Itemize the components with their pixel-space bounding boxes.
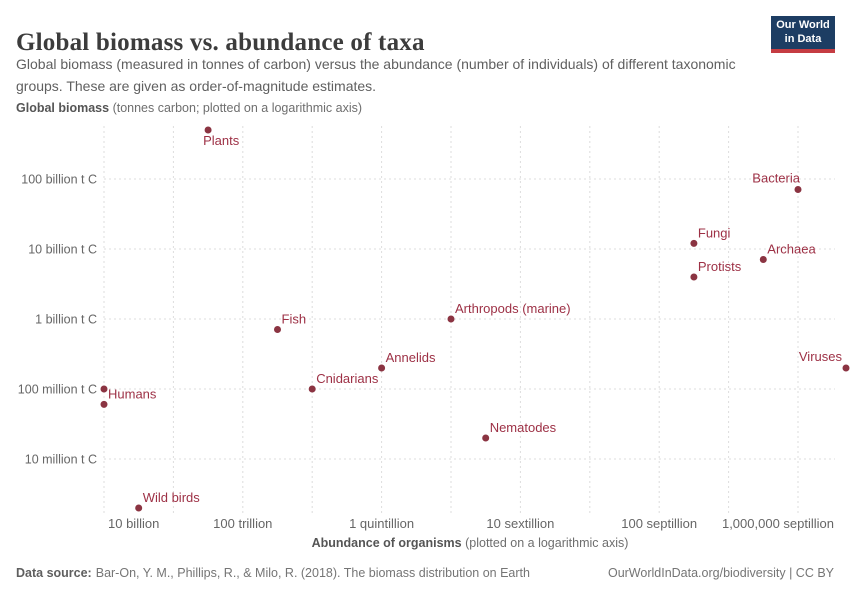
x-tick-label: 10 sextillion <box>486 516 554 531</box>
data-point-label: Fish <box>282 312 307 327</box>
data-point-label: Fungi <box>698 225 731 240</box>
y-axis-tick-labels: 100 billion t C 10 billion t C 1 billion t… <box>18 173 97 467</box>
x-tick-label: 1 quintillion <box>349 516 414 531</box>
x-tick-label: 100 septillion <box>621 516 697 531</box>
data-source-text: Bar-On, Y. M., Phillips, R., & Milo, R. … <box>95 566 530 580</box>
x-tick-label: 1,000,000 septillion <box>722 516 834 531</box>
data-point-annelids[interactable] <box>378 364 386 372</box>
data-point-bacteria[interactable] <box>794 186 802 193</box>
data-source: Data source: Bar-On, Y. M., Phillips, R.,… <box>16 566 530 580</box>
y-tick-label: 100 million t C <box>18 383 97 397</box>
data-point-unlabeled[interactable] <box>100 385 108 393</box>
scatter-plot: 100 billion t C 10 billion t C 1 billion t… <box>18 126 850 550</box>
data-point-label: Plants <box>203 133 240 148</box>
data-point-label: Viruses <box>799 349 843 364</box>
x-axis-title-rest: (plotted on a logarithmic axis) <box>462 536 629 550</box>
data-point-label: Arthropods (marine) <box>455 301 571 316</box>
data-point-wild-birds[interactable] <box>135 504 143 512</box>
data-point-label: Humans <box>108 386 157 401</box>
x-axis-title-bold: Abundance of organisms <box>312 536 462 550</box>
data-point-archaea[interactable] <box>759 256 767 263</box>
y-axis-title: Global biomass (tonnes carbon; plotted o… <box>16 101 362 115</box>
y-tick-label: 100 billion t C <box>21 173 97 187</box>
chart-footer: Data source: Bar-On, Y. M., Phillips, R.,… <box>16 566 834 580</box>
data-point-cnidarians[interactable] <box>308 385 316 393</box>
chart-subtitle: Global biomass (measured in tonnes of ca… <box>16 56 736 94</box>
data-point-label: Protists <box>698 259 742 274</box>
gridlines <box>103 126 835 515</box>
footer-separator: | <box>785 566 796 580</box>
data-point-arthropods-marine[interactable] <box>447 315 455 323</box>
owid-link[interactable]: OurWorldInData.org/biodiversity <box>607 566 786 580</box>
data-point-fungi[interactable] <box>690 239 698 247</box>
page-title: Global biomass vs. abundance of taxa <box>16 28 425 56</box>
data-point-plants[interactable] <box>204 126 212 134</box>
footer-links: OurWorldInData.org/biodiversity | CC BY <box>608 566 834 580</box>
x-tick-label: 10 billion <box>108 516 159 531</box>
x-tick-label: 100 trillion <box>213 516 272 531</box>
owid-logo[interactable]: Our World in Data <box>771 16 835 53</box>
license-badge: CC BY <box>795 566 834 580</box>
data-point-humans[interactable] <box>100 400 108 408</box>
data-point-label: Nematodes <box>490 420 557 435</box>
y-tick-label: 10 billion t C <box>28 243 97 257</box>
x-axis-title: Abundance of organisms (plotted on a log… <box>312 536 629 550</box>
data-points <box>100 126 850 512</box>
data-point-viruses[interactable] <box>842 364 850 372</box>
owid-logo-line2: in Data <box>784 32 822 45</box>
data-point-fish[interactable] <box>274 326 281 333</box>
y-axis-title-rest: (tonnes carbon; plotted on a logarithmic… <box>109 101 363 115</box>
data-point-label: Archaea <box>767 242 816 257</box>
data-point-label: Annelids <box>386 350 436 365</box>
data-point-protists[interactable] <box>690 273 698 281</box>
data-point-label: Cnidarians <box>316 371 379 386</box>
data-source-label: Data source: <box>16 566 92 580</box>
y-axis-title-bold: Global biomass <box>16 101 110 115</box>
data-point-label: Wild birds <box>143 490 201 505</box>
owid-logo-line1: Our World <box>776 19 830 31</box>
data-point-nematodes[interactable] <box>482 434 490 442</box>
y-tick-label: 10 million t C <box>25 453 97 467</box>
y-tick-label: 1 billion t C <box>35 313 97 327</box>
x-axis-tick-labels: 10 billion 100 trillion 1 quintillion 10 se… <box>108 516 834 531</box>
data-point-label: Bacteria <box>752 171 800 186</box>
data-point-labels: Plants Bacteria Fungi Archaea Protists Arthro… <box>108 133 842 505</box>
